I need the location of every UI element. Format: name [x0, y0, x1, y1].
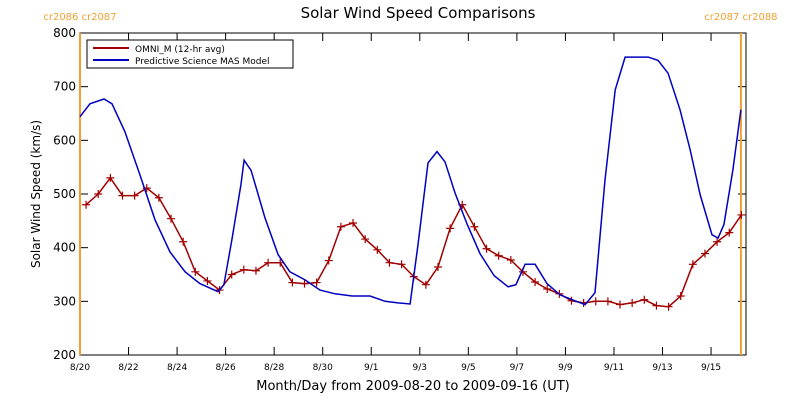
- data-point: [239, 265, 248, 274]
- data-point: [191, 267, 200, 276]
- data-point: [373, 245, 382, 254]
- x-tick-label: 8/22: [118, 363, 138, 373]
- data-point: [664, 302, 673, 311]
- data-point: [725, 228, 734, 237]
- y-tick-label: 500: [53, 187, 76, 201]
- carrington-label: cr2086 cr2087: [43, 12, 116, 23]
- x-tick-label: 8/20: [70, 363, 90, 373]
- data-point: [446, 224, 455, 233]
- y-tick-label: 200: [53, 348, 76, 362]
- data-point: [336, 222, 345, 231]
- x-tick-label: 8/24: [167, 363, 187, 373]
- data-point: [737, 210, 746, 219]
- series-line: [79, 56, 742, 306]
- data-point: [616, 300, 625, 309]
- x-tick-label: 9/7: [510, 363, 524, 373]
- data-point: [506, 256, 515, 265]
- data-point: [130, 191, 139, 200]
- chart-title: Solar Wind Speed Comparisons: [301, 4, 536, 22]
- data-point: [118, 191, 127, 200]
- data-point: [482, 244, 491, 253]
- data-point: [688, 260, 697, 269]
- x-tick-label: 9/15: [701, 363, 721, 373]
- y-tick-label: 400: [53, 241, 76, 255]
- data-point: [543, 284, 552, 293]
- legend-label: Predictive Science MAS Model: [135, 57, 270, 67]
- data-point: [385, 258, 394, 267]
- legend-label: OMNI_M (12-hr avg): [135, 45, 225, 55]
- x-tick-label: 8/30: [313, 363, 333, 373]
- data-point: [312, 278, 321, 287]
- x-tick-label: 8/26: [216, 363, 236, 373]
- data-point: [264, 258, 273, 267]
- y-tick-label: 700: [53, 80, 76, 94]
- data-point: [713, 237, 722, 246]
- data-point: [421, 280, 430, 289]
- data-point: [94, 190, 103, 198]
- data-point: [300, 279, 309, 288]
- x-axis-label: Month/Day from 2009-08-20 to 2009-09-16 …: [256, 379, 569, 394]
- data-point: [652, 301, 661, 310]
- data-point: [179, 237, 188, 246]
- data-point: [433, 262, 442, 271]
- y-tick-label: 800: [53, 26, 76, 40]
- data-point: [640, 295, 649, 304]
- x-tick-label: 9/3: [413, 363, 427, 373]
- y-tick-label: 300: [53, 294, 76, 308]
- x-tick-label: 9/1: [364, 363, 378, 373]
- data-point: [470, 222, 479, 231]
- x-tick-label: 9/9: [558, 363, 573, 373]
- data-point: [676, 291, 685, 300]
- x-tick-label: 9/5: [461, 363, 475, 373]
- data-point: [167, 214, 176, 223]
- y-tick-label: 600: [53, 133, 76, 147]
- carrington-label: cr2087 cr2088: [704, 12, 777, 23]
- data-point: [154, 193, 163, 202]
- data-point: [397, 260, 406, 269]
- legend-box: [86, 39, 294, 69]
- data-point: [227, 270, 236, 279]
- x-tick-label: 9/13: [652, 363, 672, 373]
- data-point: [700, 249, 709, 258]
- data-point: [494, 251, 503, 260]
- x-tick-label: 9/11: [604, 363, 624, 373]
- data-point: [603, 297, 612, 306]
- data-point: [628, 298, 637, 307]
- data-point: [203, 276, 212, 285]
- plot-frame: [79, 32, 747, 356]
- data-point: [251, 266, 260, 275]
- y-axis-label: Solar Wind Speed (km/s): [29, 120, 43, 268]
- data-point: [349, 218, 358, 227]
- data-point: [82, 200, 91, 209]
- data-point: [324, 256, 333, 265]
- data-point: [361, 235, 370, 244]
- data-point: [531, 278, 540, 287]
- data-point: [591, 297, 600, 306]
- data-point: [288, 278, 297, 287]
- x-tick-label: 8/28: [264, 363, 284, 373]
- data-point: [106, 173, 115, 182]
